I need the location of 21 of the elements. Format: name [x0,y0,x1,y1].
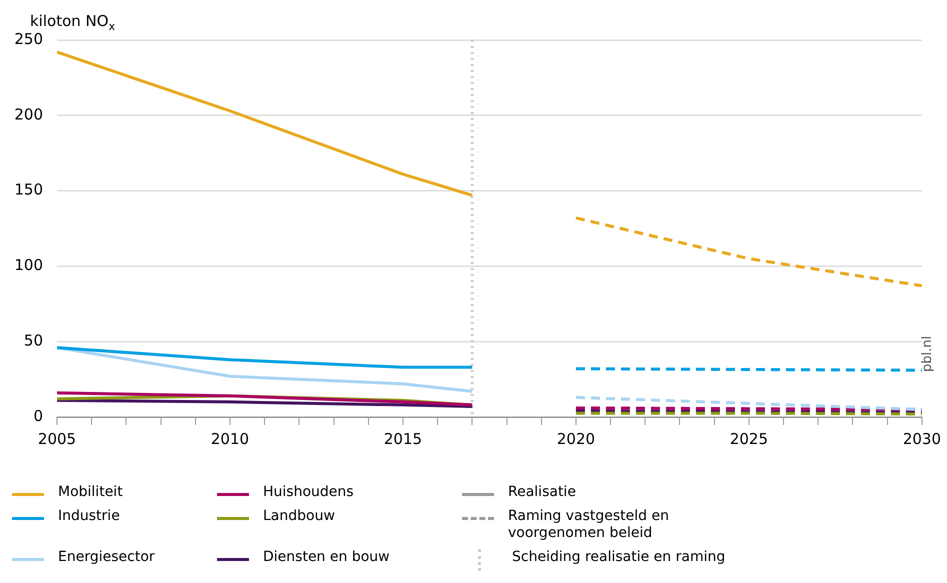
text: Realisatie [508,484,576,502]
x-tick-label: 2005 [38,430,76,448]
x-tick-label: 2020 [556,430,596,448]
y-tick-label: 50 [24,331,43,350]
x-tick-label: 2025 [730,430,768,448]
y-tick-label: 0 [33,406,43,425]
x-tick-label: 2030 [902,430,942,448]
legend-label: Diensten en bouw [263,548,390,566]
legend-label: Industrie [58,508,120,525]
x-tick-label: 2015 [384,430,422,448]
legend-label: Energiesector [58,548,155,566]
x-tick-label: 2010 [210,430,250,448]
legend-label: Scheiding realisatie en raming [512,548,726,566]
text: Raming vastgesteld en voorgenomen beleid [508,508,670,542]
y-tick-label: 150 [14,180,43,199]
y-tick-label: 100 [14,256,43,274]
y-tick-label: 200 [14,105,43,124]
annotation: pbl.nl [920,336,935,372]
legend-label: Huishoudens [263,484,354,502]
legend-label: Landbouw [263,508,335,525]
legend-label: Mobiliteit [58,484,123,502]
